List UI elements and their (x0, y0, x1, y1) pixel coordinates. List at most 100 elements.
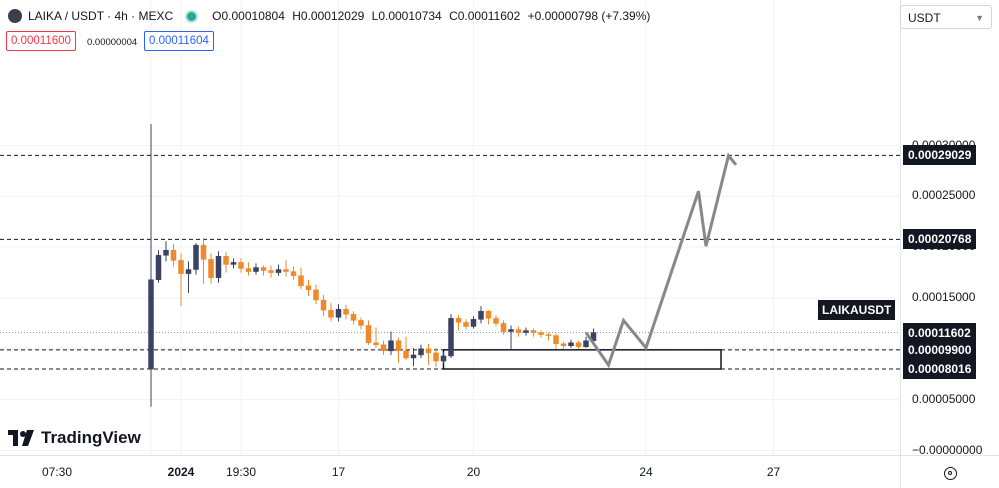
symbol-title[interactable]: LAIKA / USDT · 4h · MEXC (28, 9, 174, 23)
candle-body (215, 256, 222, 278)
candle-body (485, 310, 492, 319)
currency-select[interactable]: USDT ▼ (900, 5, 992, 29)
currency-value: USDT (908, 11, 941, 25)
candle-body (530, 330, 537, 333)
candle-body (223, 256, 229, 265)
candle-body (538, 332, 544, 335)
candle-body (440, 355, 447, 362)
level-price-label: 0.00011602 (903, 322, 976, 343)
chart-settings-icon[interactable] (944, 467, 957, 480)
candle-body (268, 270, 274, 273)
candle-body (350, 314, 357, 321)
tradingview-logo[interactable]: TradingView (8, 428, 141, 448)
price-tick-label: −0.00000000 (912, 442, 983, 457)
candle-body (170, 249, 177, 261)
time-tick-label: 24 (639, 465, 653, 479)
candle-body (433, 352, 439, 362)
candle-body (245, 268, 252, 272)
buy-price-button[interactable]: 0.00011604 (144, 31, 214, 51)
price-tick-label: 0.00005000 (912, 391, 976, 406)
candle-body (320, 299, 327, 311)
support-zone-box (442, 349, 722, 370)
candle-body (568, 342, 574, 347)
candle-body (583, 340, 589, 348)
candle-body (148, 279, 154, 370)
candle-body (418, 348, 424, 356)
candle-body (298, 275, 304, 287)
candle-body (290, 271, 297, 276)
spread-value: 0.00000004 (87, 34, 138, 52)
candle-body (575, 342, 582, 348)
low-value: L0.00010734 (371, 9, 442, 23)
candle-body (155, 255, 162, 280)
candle-body (463, 322, 469, 327)
candle-body (500, 323, 507, 332)
candle-body (238, 262, 244, 269)
sell-price-button[interactable]: 0.00011600 (6, 31, 76, 51)
candle-body (208, 259, 214, 278)
time-tick-label: 19:30 (225, 465, 257, 479)
ohlc-values: O0.00010804 H0.00012029 L0.00010734 C0.0… (212, 9, 654, 23)
candle-body (515, 329, 522, 333)
candle-body (253, 267, 259, 272)
close-value: C0.00011602 (449, 9, 521, 23)
price-tick-label: 0.00025000 (912, 188, 976, 203)
candle-body (410, 354, 417, 359)
candle-body (545, 334, 552, 336)
time-tick-label: 2024 (167, 465, 195, 479)
time-tick-label: 17 (331, 465, 346, 479)
candle-body (523, 330, 529, 333)
symbol-price-label: LAIKAUSDT (818, 300, 896, 320)
price-tick-label: 0.00015000 (912, 290, 976, 304)
candle-body (163, 249, 169, 256)
candle-body (455, 318, 462, 323)
candle-body (193, 244, 199, 270)
candle-body (448, 318, 454, 357)
chevron-down-icon: ▼ (975, 13, 984, 23)
candle-body (335, 308, 342, 318)
candle-body (275, 269, 282, 273)
candle-body (305, 285, 312, 291)
brand-name: TradingView (41, 428, 141, 447)
candle-body (425, 348, 432, 354)
chart-legend: LAIKA / USDT · 4h · MEXC O0.00010804 H0.… (8, 6, 654, 26)
level-price-label: 0.00008016 (903, 359, 977, 379)
candle-body (478, 310, 484, 320)
candle-body (590, 332, 597, 341)
candle-body (403, 350, 409, 359)
market-status-dot-icon (187, 11, 197, 21)
candle-body (283, 269, 289, 272)
level-price-label: 0.00020768 (903, 229, 977, 250)
candle-body (395, 340, 402, 352)
candle-body (553, 335, 559, 345)
candle-body (260, 267, 267, 271)
level-price-label: 0.00029029 (903, 145, 977, 166)
projection-arrow-path (584, 152, 738, 369)
time-tick-label: 27 (766, 465, 781, 479)
time-tick-label: 07:30 (41, 465, 73, 479)
candle-body (200, 244, 207, 260)
candle-body (185, 269, 192, 274)
candle-body (178, 260, 184, 274)
tradingview-logo-icon (8, 430, 34, 446)
candle-body (508, 329, 514, 332)
time-tick-label: 20 (466, 465, 481, 479)
candle-body (343, 308, 349, 315)
candle-body (380, 344, 387, 352)
coin-logo-icon (8, 9, 22, 23)
candle-body (493, 318, 499, 324)
candle-body (328, 309, 334, 318)
change-value: +0.00000798 (+7.39%) (527, 9, 651, 23)
high-value: H0.00012029 (292, 9, 365, 23)
candle-body (358, 320, 364, 326)
open-value: O0.00010804 (212, 9, 285, 23)
candle-body (230, 262, 237, 265)
candle-body (373, 342, 379, 346)
candle-body (313, 289, 319, 301)
candle-body (470, 319, 477, 327)
candle-body (388, 340, 394, 352)
candle-body (365, 325, 372, 343)
candle-body (560, 343, 567, 347)
level-price-label: 0.00009900 (903, 339, 977, 360)
